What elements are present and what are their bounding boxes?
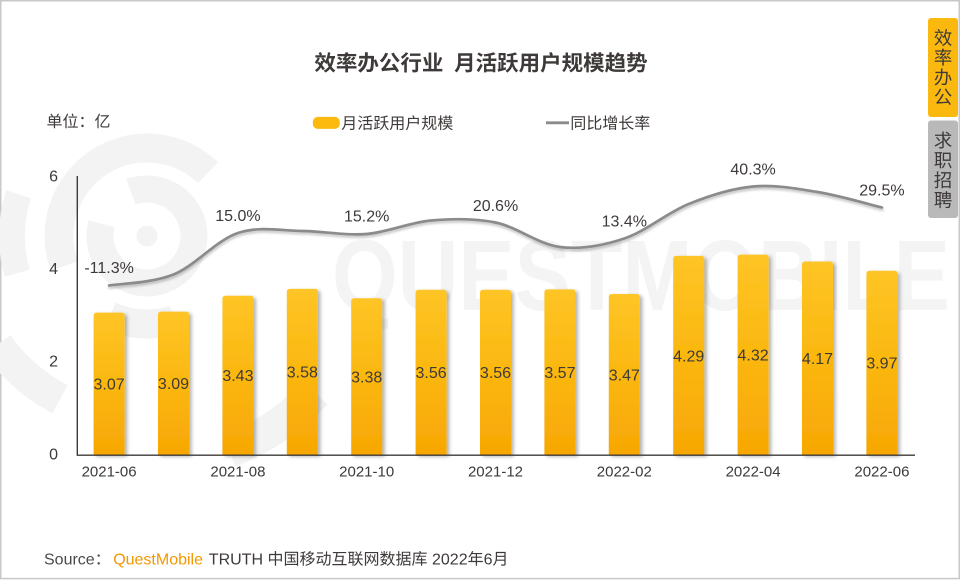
svg-text:4: 4 — [49, 261, 58, 278]
svg-text:4.17: 4.17 — [802, 351, 833, 368]
svg-text:6: 6 — [484, 552, 493, 569]
svg-text:15.0%: 15.0% — [215, 208, 260, 225]
svg-text:3.38: 3.38 — [351, 369, 382, 386]
svg-text:20.6%: 20.6% — [473, 198, 518, 215]
svg-text:3.57: 3.57 — [544, 365, 575, 382]
svg-text:3.43: 3.43 — [222, 368, 253, 385]
svg-text:2021-12: 2021-12 — [468, 463, 523, 480]
svg-text:2021-06: 2021-06 — [82, 463, 137, 480]
svg-text:2022-02: 2022-02 — [597, 463, 652, 480]
svg-text:-11.3%: -11.3% — [84, 260, 134, 277]
svg-text:13.4%: 13.4% — [602, 214, 647, 231]
svg-text:15.2%: 15.2% — [344, 209, 389, 226]
svg-text:4.29: 4.29 — [673, 348, 704, 365]
svg-text:3.09: 3.09 — [158, 376, 189, 393]
svg-text:3.56: 3.56 — [416, 365, 447, 382]
svg-text:2021-10: 2021-10 — [339, 463, 394, 480]
svg-text:2022: 2022 — [432, 552, 468, 569]
svg-text:3.56: 3.56 — [480, 365, 511, 382]
svg-text:2022-04: 2022-04 — [726, 463, 781, 480]
svg-text:40.3%: 40.3% — [730, 162, 775, 179]
svg-text:0: 0 — [49, 447, 58, 464]
svg-text:6: 6 — [49, 168, 58, 185]
svg-text:3.58: 3.58 — [287, 365, 318, 382]
svg-text:4.32: 4.32 — [738, 348, 769, 365]
svg-text:2021-08: 2021-08 — [210, 463, 265, 480]
svg-text:2022-06: 2022-06 — [854, 463, 909, 480]
svg-text:QuestMobile: QuestMobile — [113, 552, 203, 569]
svg-text:3.07: 3.07 — [94, 377, 125, 394]
svg-text:TRUTH: TRUTH — [209, 552, 263, 569]
svg-text:3.97: 3.97 — [866, 356, 897, 373]
svg-text:3.47: 3.47 — [609, 367, 640, 384]
svg-text:29.5%: 29.5% — [859, 183, 904, 200]
svg-text:Source: Source — [44, 552, 95, 569]
svg-text:2: 2 — [49, 354, 58, 371]
